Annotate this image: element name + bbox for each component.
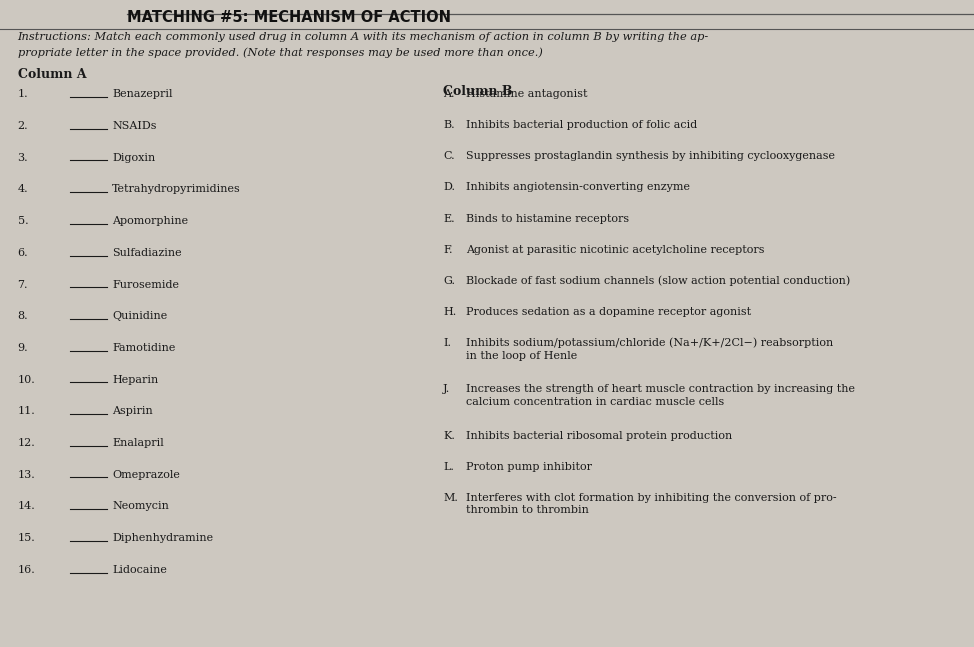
Text: Aspirin: Aspirin [112, 406, 153, 416]
Text: G.: G. [443, 276, 455, 285]
Text: K.: K. [443, 431, 455, 441]
Text: E.: E. [443, 214, 455, 223]
Text: B.: B. [443, 120, 455, 130]
Text: Increases the strength of heart muscle contraction by increasing the
calcium con: Increases the strength of heart muscle c… [466, 384, 854, 407]
Text: Heparin: Heparin [112, 375, 158, 384]
Text: Column A: Column A [18, 68, 86, 81]
Text: Famotidine: Famotidine [112, 343, 175, 353]
Text: J.: J. [443, 384, 450, 394]
Text: C.: C. [443, 151, 455, 161]
Text: Apomorphine: Apomorphine [112, 216, 188, 226]
Text: 11.: 11. [18, 406, 35, 416]
Text: Agonist at parasitic nicotinic acetylcholine receptors: Agonist at parasitic nicotinic acetylcho… [466, 245, 764, 254]
Text: 14.: 14. [18, 501, 35, 511]
Text: 1.: 1. [18, 89, 28, 99]
Text: Diphenhydramine: Diphenhydramine [112, 533, 213, 543]
Text: 7.: 7. [18, 280, 28, 289]
Text: L.: L. [443, 462, 454, 472]
Text: A.: A. [443, 89, 455, 99]
Text: 12.: 12. [18, 438, 35, 448]
Text: Instructions: Match each commonly used drug in column A with its mechanism of ac: Instructions: Match each commonly used d… [18, 32, 709, 42]
Text: Furosemide: Furosemide [112, 280, 179, 289]
Text: Omeprazole: Omeprazole [112, 470, 180, 479]
Text: Sulfadiazine: Sulfadiazine [112, 248, 181, 258]
Text: M.: M. [443, 493, 458, 503]
Text: 15.: 15. [18, 533, 35, 543]
Text: Inhibits angiotensin-converting enzyme: Inhibits angiotensin-converting enzyme [466, 182, 690, 192]
Text: Quinidine: Quinidine [112, 311, 168, 321]
Text: MATCHING #5: MECHANISM OF ACTION: MATCHING #5: MECHANISM OF ACTION [127, 10, 451, 25]
Text: F.: F. [443, 245, 453, 254]
Text: 3.: 3. [18, 153, 28, 162]
Text: 2.: 2. [18, 121, 28, 131]
Text: 9.: 9. [18, 343, 28, 353]
Text: Produces sedation as a dopamine receptor agonist: Produces sedation as a dopamine receptor… [466, 307, 751, 316]
Text: 16.: 16. [18, 565, 35, 575]
Text: Inhibits sodium/potassium/chloride (Na+/K+/2Cl−) reabsorption
in the loop of Hen: Inhibits sodium/potassium/chloride (Na+/… [466, 338, 833, 360]
Text: Benazepril: Benazepril [112, 89, 172, 99]
Text: H.: H. [443, 307, 457, 316]
Text: Neomycin: Neomycin [112, 501, 169, 511]
Text: D.: D. [443, 182, 455, 192]
Text: Histamine antagonist: Histamine antagonist [466, 89, 587, 99]
Text: Column B: Column B [443, 85, 512, 98]
Text: Inhibits bacterial production of folic acid: Inhibits bacterial production of folic a… [466, 120, 696, 130]
Text: I.: I. [443, 338, 451, 347]
Text: Lidocaine: Lidocaine [112, 565, 167, 575]
Text: Tetrahydropyrimidines: Tetrahydropyrimidines [112, 184, 241, 194]
Text: 4.: 4. [18, 184, 28, 194]
Text: Enalapril: Enalapril [112, 438, 164, 448]
Text: propriate letter in the space provided. (Note that responses may be used more th: propriate letter in the space provided. … [18, 48, 543, 58]
Text: 13.: 13. [18, 470, 35, 479]
Text: NSAIDs: NSAIDs [112, 121, 157, 131]
Text: 6.: 6. [18, 248, 28, 258]
Text: 5.: 5. [18, 216, 28, 226]
Text: 10.: 10. [18, 375, 35, 384]
Text: Proton pump inhibitor: Proton pump inhibitor [466, 462, 591, 472]
Text: Blockade of fast sodium channels (slow action potential conduction): Blockade of fast sodium channels (slow a… [466, 276, 850, 286]
Text: 8.: 8. [18, 311, 28, 321]
Text: Suppresses prostaglandin synthesis by inhibiting cyclooxygenase: Suppresses prostaglandin synthesis by in… [466, 151, 835, 161]
Text: Binds to histamine receptors: Binds to histamine receptors [466, 214, 628, 223]
Text: Inhibits bacterial ribosomal protein production: Inhibits bacterial ribosomal protein pro… [466, 431, 731, 441]
Text: Interferes with clot formation by inhibiting the conversion of pro-
thrombin to : Interferes with clot formation by inhibi… [466, 493, 837, 516]
Text: Digoxin: Digoxin [112, 153, 155, 162]
